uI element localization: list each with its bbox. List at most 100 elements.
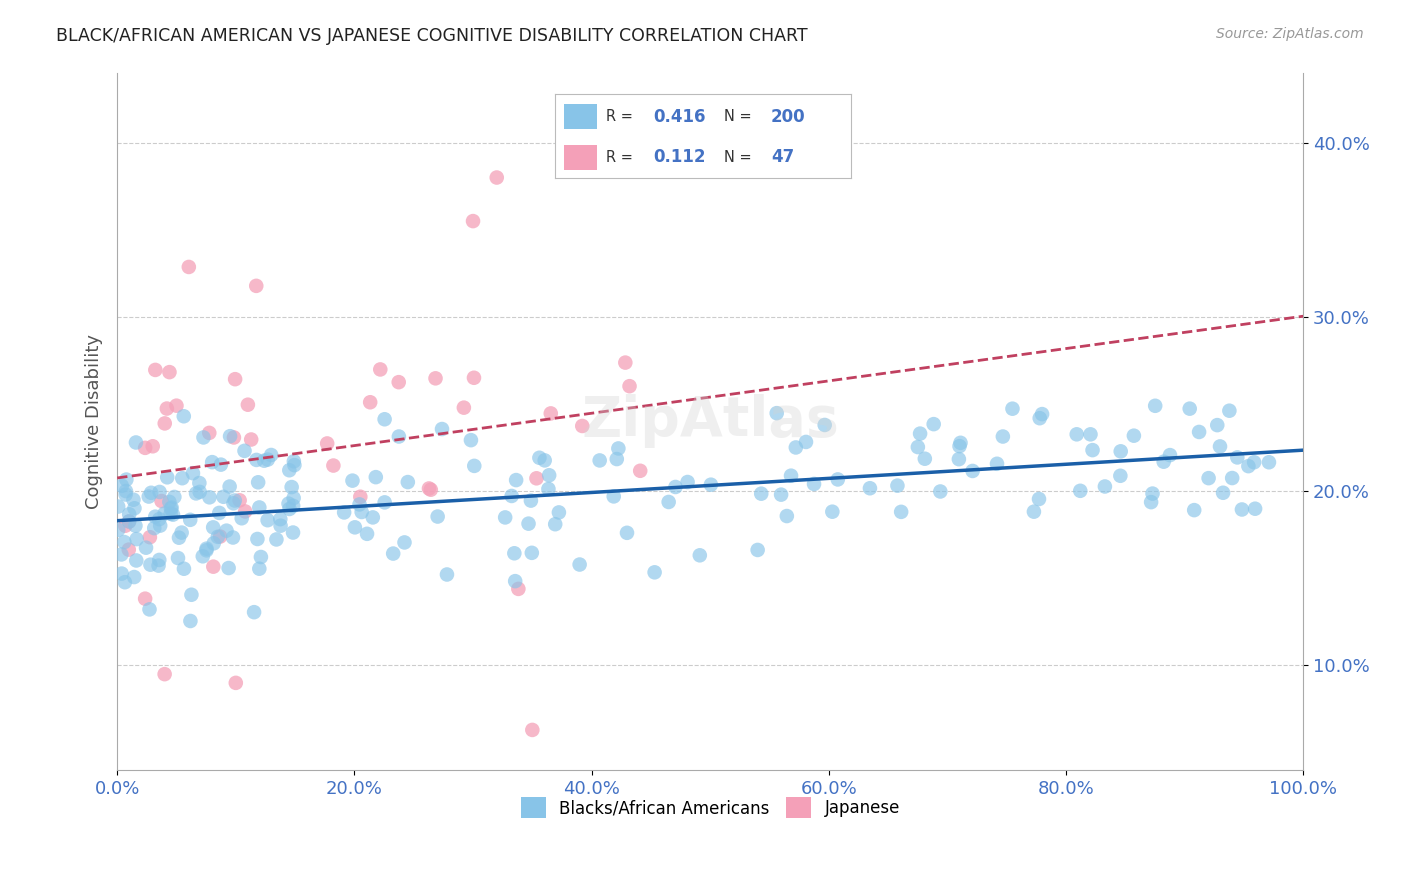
Point xyxy=(520,546,543,560)
Point xyxy=(240,433,263,447)
Point xyxy=(948,439,970,453)
Point xyxy=(948,452,970,467)
Point xyxy=(316,436,339,450)
Point xyxy=(505,473,527,487)
Point xyxy=(522,723,544,737)
Point xyxy=(1220,471,1243,485)
Point xyxy=(198,425,221,440)
Point xyxy=(430,422,453,436)
Point xyxy=(1144,399,1167,413)
Point xyxy=(160,500,183,515)
Point xyxy=(1001,401,1024,416)
Point xyxy=(644,566,666,580)
Point xyxy=(208,506,231,520)
Point xyxy=(529,450,551,465)
Point xyxy=(115,473,138,487)
Point xyxy=(283,499,305,513)
Text: Source: ZipAtlas.com: Source: ZipAtlas.com xyxy=(1216,27,1364,41)
Point xyxy=(148,512,170,526)
Point xyxy=(188,475,211,490)
Point xyxy=(827,472,849,486)
Point xyxy=(148,558,170,573)
Point xyxy=(143,509,166,524)
Point xyxy=(1031,407,1053,421)
Point xyxy=(195,543,218,558)
Point xyxy=(374,412,396,426)
Point xyxy=(1080,427,1102,442)
Point xyxy=(141,485,163,500)
Point xyxy=(388,375,411,389)
FancyBboxPatch shape xyxy=(564,103,596,129)
Point xyxy=(1081,443,1104,458)
Point xyxy=(256,513,278,527)
Point xyxy=(689,549,711,563)
Point xyxy=(1066,427,1088,442)
Point xyxy=(250,549,273,564)
Point xyxy=(218,561,240,575)
Point xyxy=(177,260,200,274)
Point xyxy=(198,491,221,505)
Point xyxy=(540,406,562,420)
Point xyxy=(1142,486,1164,500)
Point xyxy=(270,518,292,533)
Point xyxy=(172,471,194,485)
Point xyxy=(908,426,931,441)
Point xyxy=(537,482,560,496)
Point xyxy=(114,518,136,533)
Point xyxy=(349,490,371,504)
Point xyxy=(111,479,134,493)
Text: R =: R = xyxy=(606,150,637,165)
Point xyxy=(245,278,267,293)
Point xyxy=(538,468,561,483)
Point xyxy=(209,530,232,544)
Point xyxy=(1244,501,1267,516)
Point xyxy=(201,455,224,469)
Point xyxy=(776,509,799,524)
Point xyxy=(342,474,364,488)
Point xyxy=(124,501,146,516)
Point xyxy=(156,470,179,484)
Point xyxy=(676,475,699,489)
Point xyxy=(463,458,485,473)
Point xyxy=(219,429,242,443)
Text: 47: 47 xyxy=(770,148,794,166)
Point xyxy=(266,533,288,547)
Point xyxy=(122,570,145,584)
Point xyxy=(606,452,628,467)
Point xyxy=(195,541,218,556)
Point xyxy=(222,531,245,545)
Point xyxy=(1069,483,1091,498)
Point xyxy=(589,453,612,467)
Point xyxy=(167,531,190,545)
Text: N =: N = xyxy=(724,150,751,165)
Point xyxy=(1109,444,1132,458)
Point xyxy=(749,486,772,500)
Point xyxy=(1237,459,1260,474)
Point xyxy=(170,525,193,540)
Point xyxy=(1258,455,1281,469)
Point xyxy=(125,532,148,546)
Point xyxy=(247,475,270,490)
Point xyxy=(114,575,136,590)
Point xyxy=(508,582,530,596)
Point xyxy=(1022,505,1045,519)
Point xyxy=(179,614,201,628)
Point xyxy=(785,441,807,455)
Point xyxy=(614,355,637,369)
Point xyxy=(388,429,411,443)
Point xyxy=(343,520,366,534)
Point xyxy=(162,508,184,522)
Text: ZipAtlas: ZipAtlas xyxy=(581,394,839,449)
Point xyxy=(1028,491,1050,506)
Point xyxy=(278,463,301,477)
Point xyxy=(139,530,162,544)
Point xyxy=(215,524,238,538)
Point xyxy=(658,495,681,509)
Point xyxy=(517,516,540,531)
Point xyxy=(886,478,908,492)
Point xyxy=(184,486,207,500)
Point xyxy=(1122,428,1144,442)
Point xyxy=(283,458,305,472)
Point xyxy=(1094,479,1116,493)
Point xyxy=(222,430,245,444)
